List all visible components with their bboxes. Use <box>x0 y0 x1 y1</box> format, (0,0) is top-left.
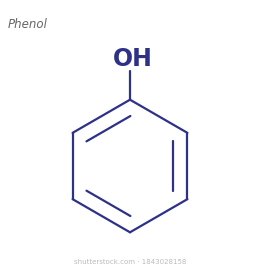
Text: Phenol: Phenol <box>8 18 48 31</box>
Text: OH: OH <box>113 47 153 71</box>
Text: shutterstock.com · 1843028158: shutterstock.com · 1843028158 <box>74 259 186 265</box>
